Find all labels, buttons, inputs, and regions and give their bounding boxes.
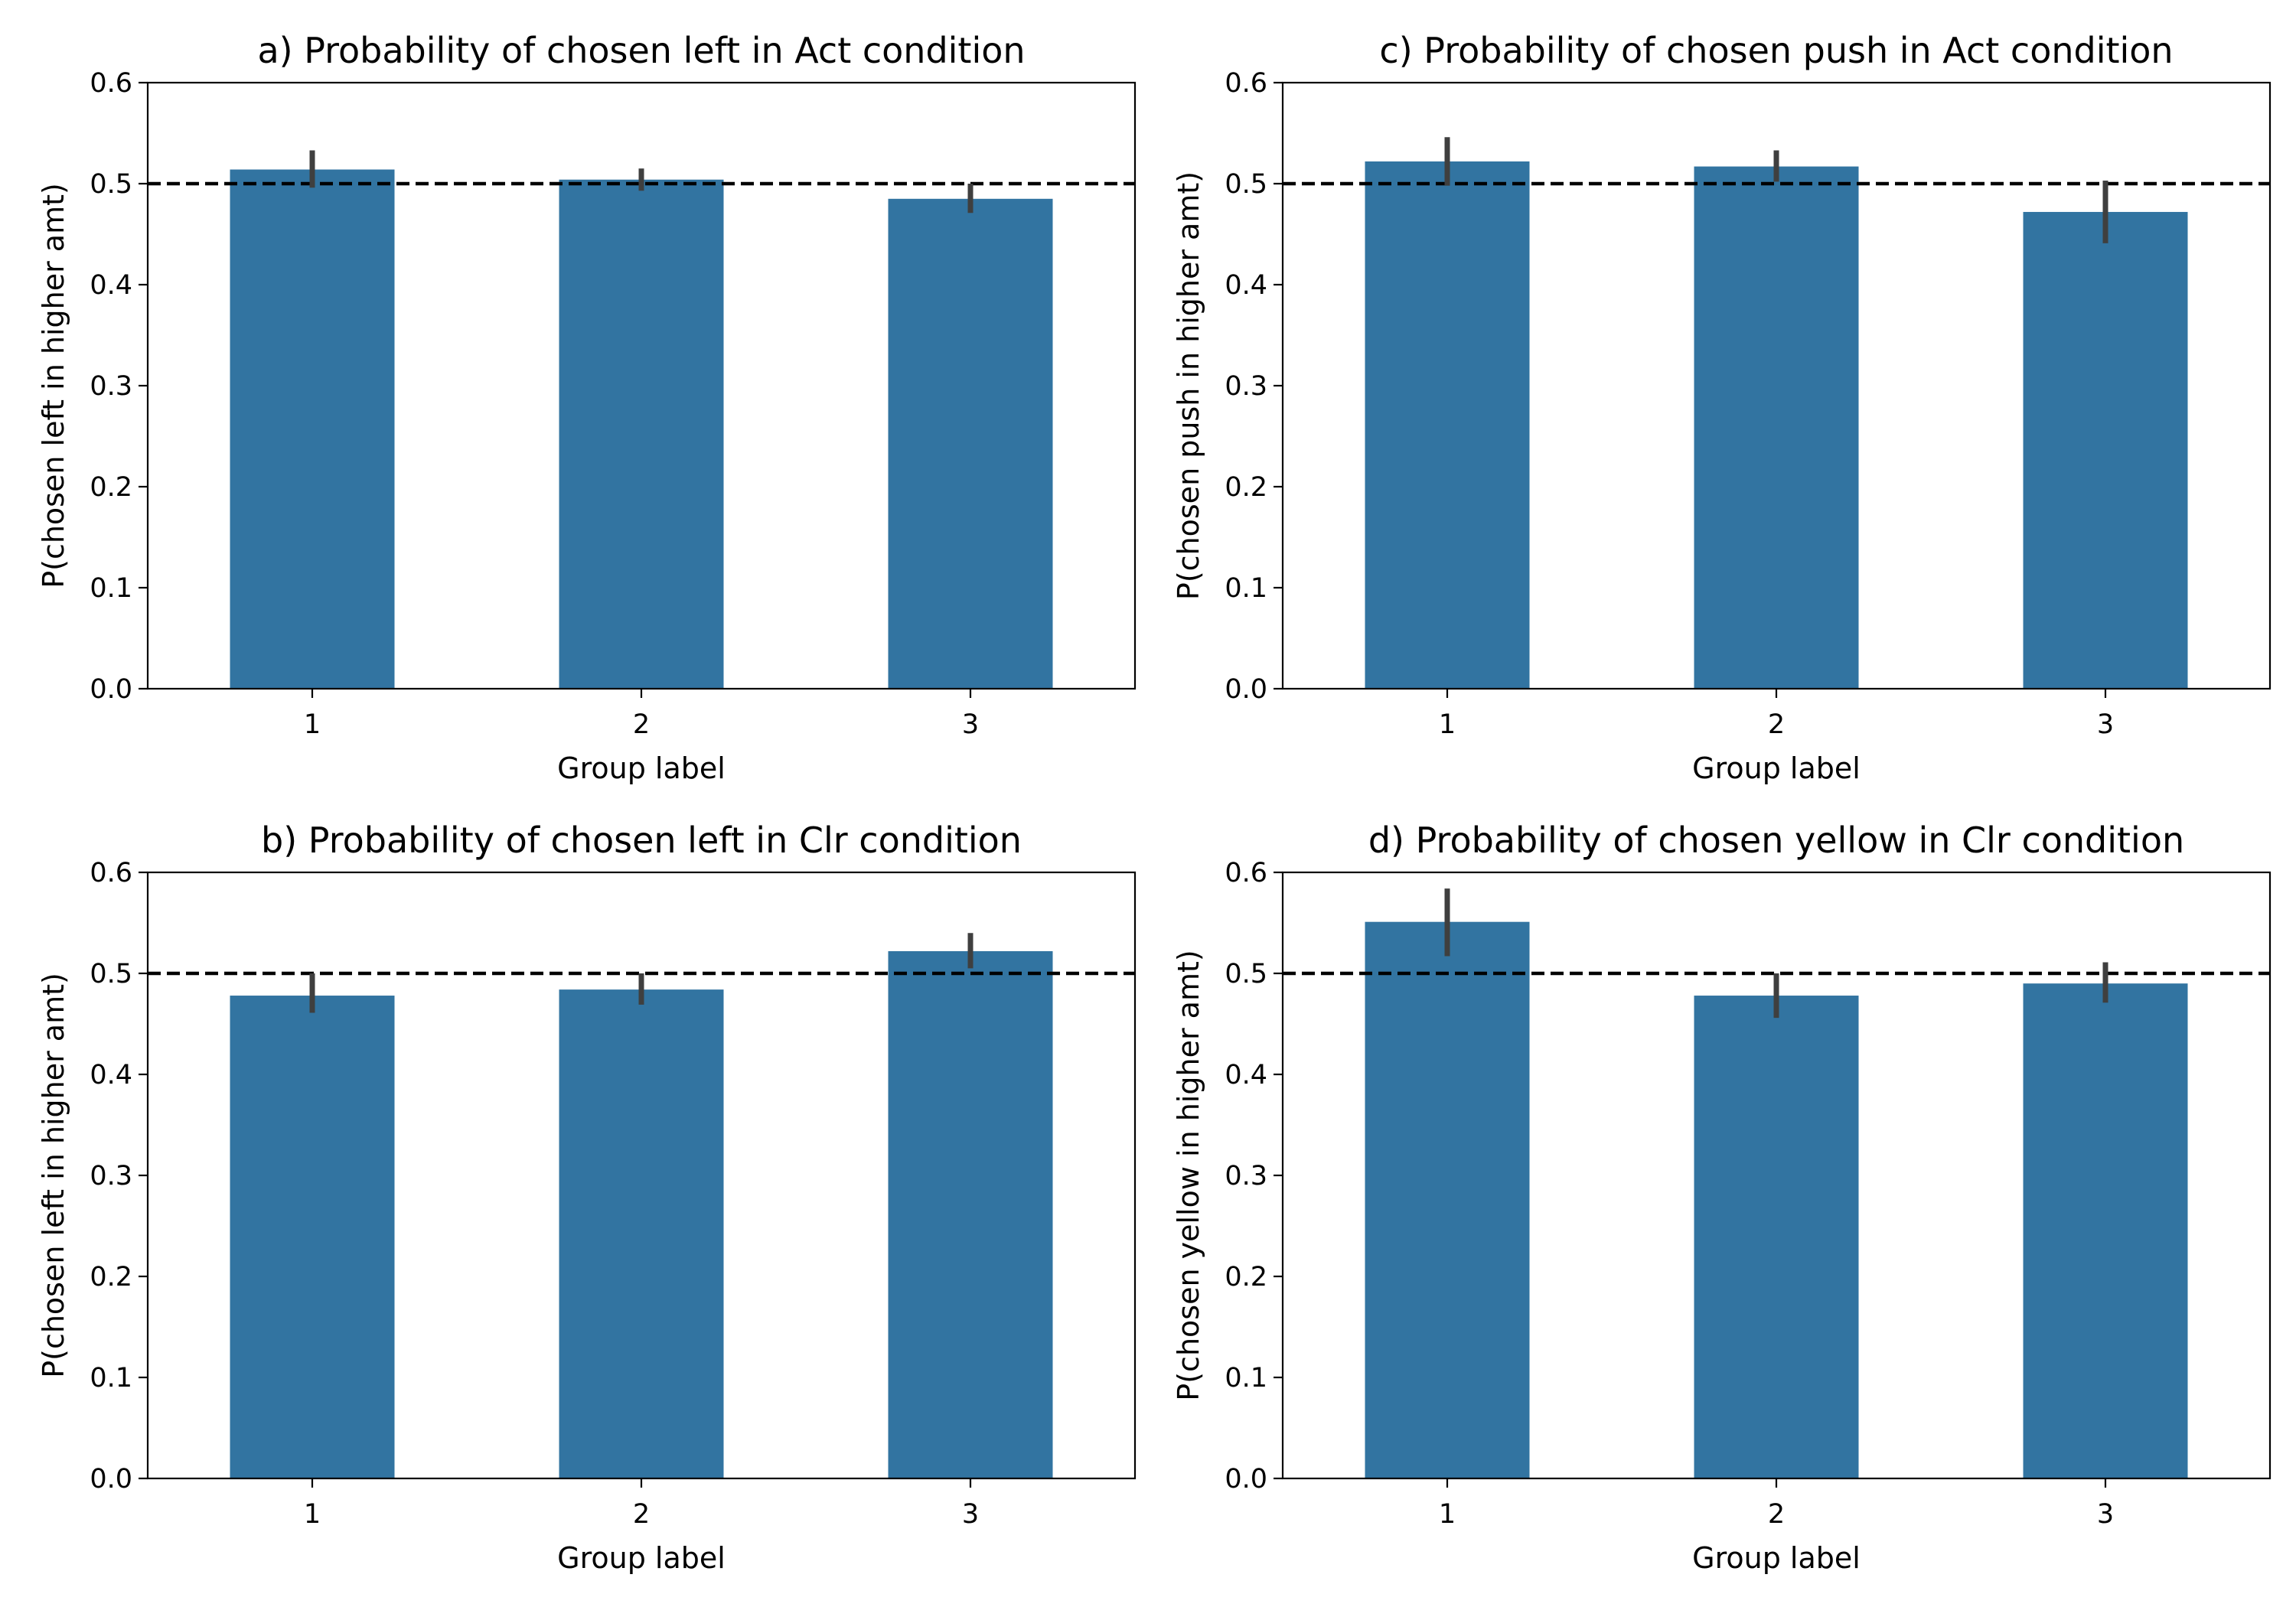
chart-panel: 0.0 0.1 0.2 0.3 0.4 0.5 0.6 1 2 3 d) Probability o… [1172,820,2272,1575]
y-axis-label: P(chosen yellow in higher amt) [1172,950,1205,1400]
y-tick-label: 0.2 [1225,1262,1267,1292]
y-tick-label: 0.6 [1225,858,1267,888]
x-tick-label: 1 [304,1499,321,1530]
chart-panel: 0.0 0.1 0.2 0.3 0.4 0.5 0.6 1 2 3 b) Probability o… [37,820,1137,1575]
bar [559,989,724,1478]
y-tick-label: 0.6 [1225,68,1267,99]
bar [1694,996,1859,1478]
y-axis-label: P(chosen left in higher amt) [37,183,70,588]
chart-title: a) Probability of chosen left in Act con… [257,30,1025,71]
y-tick-label: 0.2 [1225,472,1267,503]
y-tick-label: 0.1 [90,573,132,604]
x-axis-label: Group label [1692,751,1861,785]
x-tick-label: 3 [2097,709,2114,740]
x-tick-label: 1 [1439,709,1456,740]
y-axis-label: P(chosen left in higher amt) [37,973,70,1378]
x-axis-label: Group label [1692,1541,1861,1575]
y-tick-label: 0.4 [90,270,132,301]
y-tick-label: 0.0 [1225,1464,1267,1495]
chart-title: c) Probability of chosen push in Act con… [1379,30,2173,71]
x-tick-label: 3 [962,1499,979,1530]
bar [888,950,1053,1478]
y-tick-label: 0.1 [1225,1363,1267,1393]
x-tick-label: 1 [1439,1499,1456,1530]
bar [230,169,395,689]
x-axis-label: Group label [557,751,726,785]
y-tick-label: 0.3 [1225,1161,1267,1191]
x-tick-label: 1 [304,709,321,740]
y-tick-label: 0.4 [90,1060,132,1090]
x-axis-label: Group label [557,1541,726,1575]
bar [1365,161,1530,689]
y-tick-label: 0.3 [90,1161,132,1191]
x-tick-label: 3 [962,709,979,740]
x-tick-label: 2 [633,709,650,740]
y-tick-label: 0.3 [90,371,132,402]
y-tick-label: 0.5 [90,959,132,989]
y-tick-label: 0.0 [1225,674,1267,705]
y-tick-label: 0.1 [90,1363,132,1393]
y-tick-label: 0.6 [90,858,132,888]
chart-title: d) Probability of chosen yellow in Clr c… [1368,820,2184,861]
y-tick-label: 0.0 [90,674,132,705]
x-tick-label: 2 [633,1499,650,1530]
y-tick-label: 0.5 [90,169,132,200]
y-tick-label: 0.0 [90,1464,132,1495]
y-tick-label: 0.5 [1225,169,1267,200]
y-tick-label: 0.6 [90,68,132,99]
chart-title: b) Probability of chosen left in Clr con… [261,820,1022,861]
y-tick-label: 0.2 [90,472,132,503]
y-tick-label: 0.5 [1225,959,1267,989]
x-tick-label: 2 [1768,1499,1785,1530]
bar [2023,983,2188,1478]
bar [1694,166,1859,689]
y-tick-label: 0.2 [90,1262,132,1292]
bar [1365,921,1530,1478]
chart-panel: 0.0 0.1 0.2 0.3 0.4 0.5 0.6 1 2 3 c) Probability o… [1172,30,2272,785]
bar [2023,211,2188,689]
bar [888,198,1053,689]
bar [230,996,395,1478]
x-tick-label: 2 [1768,709,1785,740]
y-tick-label: 0.1 [1225,573,1267,604]
y-tick-label: 0.3 [1225,371,1267,402]
y-tick-label: 0.4 [1225,270,1267,301]
y-tick-label: 0.4 [1225,1060,1267,1090]
chart-panel: 0.0 0.1 0.2 0.3 0.4 0.5 0.6 1 2 3 a) Probability o… [37,30,1137,785]
x-tick-label: 3 [2097,1499,2114,1530]
bar [559,179,724,689]
y-axis-label: P(chosen push in higher amt) [1172,171,1205,600]
